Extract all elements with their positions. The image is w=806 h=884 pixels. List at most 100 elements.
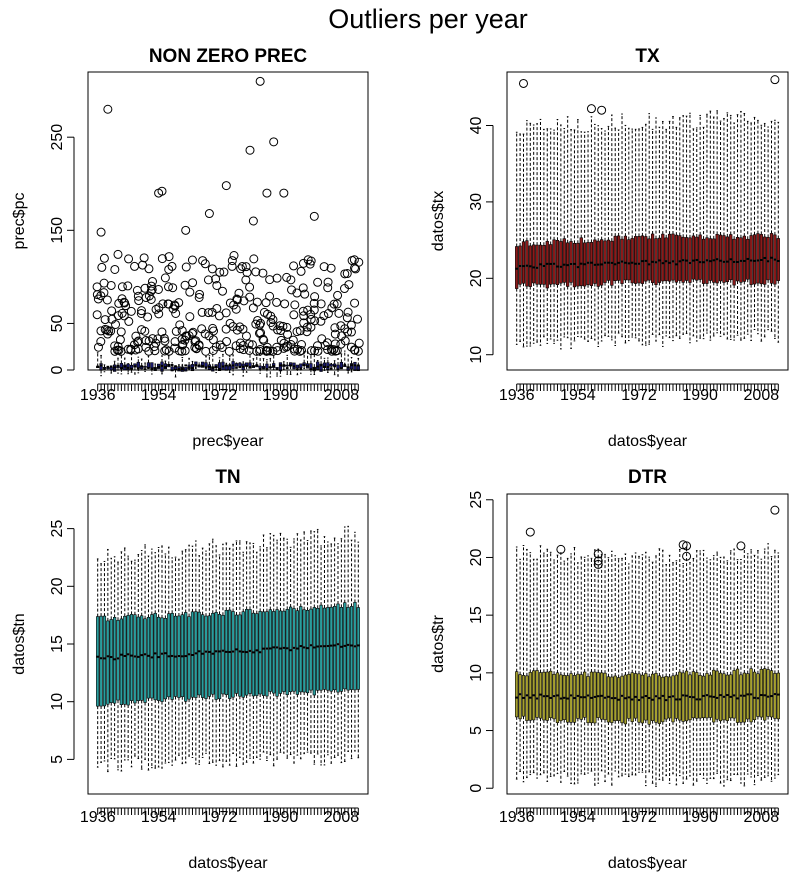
outlier-point <box>248 216 258 226</box>
box-iqr <box>126 615 130 706</box>
box-year-1965 <box>613 127 617 347</box>
box-iqr <box>194 611 198 698</box>
outlier-point <box>111 319 121 329</box>
box-iqr <box>248 362 252 369</box>
outlier-point <box>269 137 279 147</box>
outlier-point <box>292 327 302 337</box>
outlier-point <box>346 327 356 337</box>
box-year-1987 <box>688 112 692 344</box>
box-year-1974 <box>224 542 228 762</box>
outlier-point <box>586 104 596 114</box>
box-iqr <box>299 363 303 368</box>
box-year-1960 <box>596 548 600 784</box>
y-tick-label: 10 <box>468 346 485 364</box>
box-year-1977 <box>234 540 239 767</box>
outlier-point <box>96 227 106 237</box>
outlier-point <box>113 341 123 351</box>
outlier-point <box>286 275 296 285</box>
box-year-1971 <box>214 545 218 766</box>
box-year-1992 <box>285 538 289 759</box>
box-iqr <box>552 239 556 285</box>
outlier-point <box>310 316 320 326</box>
y-axis-label: datos$tr <box>430 614 447 672</box>
box-year-1966 <box>616 558 621 778</box>
outlier-point <box>211 342 221 352</box>
box-iqr <box>742 235 746 282</box>
outlier-point <box>136 306 146 316</box>
outlier-point <box>99 253 109 263</box>
x-axis: 1936 1954 1972 1990 2008 <box>499 807 779 826</box>
x-tick-label: 1972 <box>202 809 238 826</box>
box-year-1990 <box>278 532 283 753</box>
box-year-2006 <box>752 554 757 786</box>
outlier-point <box>181 225 191 235</box>
outlier-point <box>241 262 251 272</box>
outlier-point <box>204 209 214 219</box>
box-year-1976 <box>650 128 655 335</box>
box-iqr <box>766 669 770 717</box>
box-iqr <box>766 237 770 281</box>
box-iqr <box>316 607 320 691</box>
box-iqr <box>521 241 526 284</box>
box-year-1964 <box>187 255 198 372</box>
box-iqr <box>718 234 723 282</box>
box-year-1984 <box>258 546 262 760</box>
box-year-1955 <box>157 254 168 375</box>
box-year-1985 <box>258 268 269 370</box>
box-year-1990 <box>698 114 702 339</box>
outlier-point <box>112 345 122 355</box>
box-year-1968 <box>623 553 628 775</box>
outlier-point <box>310 292 320 302</box>
box-iqr <box>251 612 256 697</box>
outlier-point <box>100 315 110 325</box>
box-iqr <box>735 668 740 723</box>
box-year-1979 <box>661 549 665 781</box>
outlier-point <box>144 346 154 356</box>
box-iqr <box>129 614 134 701</box>
box-iqr <box>549 670 553 718</box>
box-year-2010 <box>342 269 354 374</box>
outlier-point <box>244 339 254 349</box>
x-tick-label: 1990 <box>682 809 718 826</box>
box-year-1959 <box>593 123 597 341</box>
box-year-1950 <box>143 544 147 760</box>
x-axis: 1936 1954 1972 1990 2008 <box>499 383 779 404</box>
box-year-1956 <box>163 553 168 764</box>
box-year-2013 <box>352 257 364 372</box>
outlier-point <box>682 541 692 551</box>
box-year-1985 <box>261 534 266 753</box>
box-year-2006 <box>329 299 340 376</box>
outlier-point <box>307 346 317 356</box>
outlier-point <box>123 281 133 291</box>
box-year-1976 <box>650 561 655 784</box>
outlier-point <box>225 318 235 328</box>
y-tick-label: 5 <box>468 726 485 735</box>
box-iqr <box>579 237 583 287</box>
box-year-2012 <box>353 531 357 752</box>
box-iqr <box>265 363 269 369</box>
box-iqr <box>255 613 259 696</box>
outlier-point <box>313 346 323 356</box>
box-iqr <box>268 609 272 692</box>
outlier-point <box>110 264 120 274</box>
outlier-point <box>197 307 207 317</box>
panel-title: DTR <box>628 467 667 488</box>
box-year-1948 <box>555 118 560 341</box>
box-year-1943 <box>538 545 543 776</box>
box-iqr <box>231 611 235 698</box>
box-year-1994 <box>712 555 716 780</box>
box-iqr <box>756 233 760 284</box>
box-year-1946 <box>549 128 553 340</box>
box-iqr <box>630 238 634 284</box>
boxplot-series <box>515 505 780 787</box>
box-iqr <box>299 606 303 693</box>
x-tick-label: 2008 <box>324 809 360 826</box>
box-year-1998 <box>725 112 729 340</box>
box-year-1985 <box>681 115 685 335</box>
box-year-1957 <box>163 252 174 368</box>
box-iqr <box>674 234 679 283</box>
outlier-point <box>287 285 297 295</box>
box-iqr <box>133 614 137 704</box>
box-year-1964 <box>190 545 195 758</box>
